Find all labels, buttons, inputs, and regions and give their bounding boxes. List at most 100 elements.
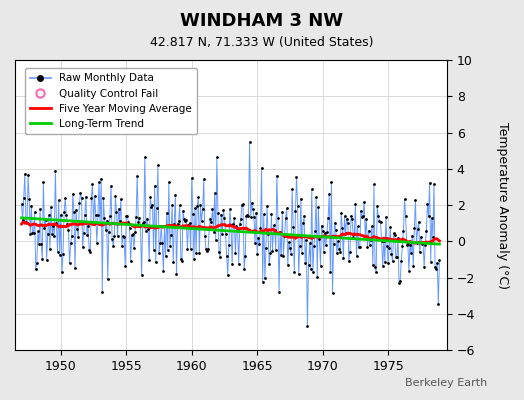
Point xyxy=(123,213,132,219)
Point xyxy=(53,248,62,255)
Point xyxy=(428,214,436,221)
Point xyxy=(379,238,388,244)
Point xyxy=(419,240,427,246)
Point xyxy=(238,201,246,208)
Point xyxy=(29,230,38,236)
Point xyxy=(237,216,245,222)
Point xyxy=(43,231,52,238)
Point xyxy=(38,256,47,262)
Y-axis label: Temperature Anomaly (°C): Temperature Anomaly (°C) xyxy=(496,122,509,289)
Point xyxy=(275,288,283,295)
Point xyxy=(39,178,48,185)
Point xyxy=(215,249,223,256)
Point xyxy=(124,219,133,225)
Point xyxy=(201,233,209,239)
Point xyxy=(130,245,138,251)
Point xyxy=(378,263,387,270)
Point xyxy=(151,258,160,265)
Point xyxy=(230,215,238,221)
Point xyxy=(431,264,439,270)
Point xyxy=(127,232,136,238)
Point xyxy=(382,213,390,220)
Point xyxy=(224,272,232,278)
Point xyxy=(388,258,397,264)
Point xyxy=(150,182,159,189)
Point xyxy=(266,250,275,256)
Point xyxy=(259,211,268,218)
Point xyxy=(252,210,260,216)
Point xyxy=(292,174,301,180)
Point xyxy=(392,254,401,260)
Point xyxy=(179,208,187,215)
Point xyxy=(204,246,212,252)
Point xyxy=(365,242,374,248)
Point xyxy=(289,224,298,230)
Point xyxy=(353,223,362,230)
Point xyxy=(141,228,150,234)
Point xyxy=(166,243,174,249)
Point xyxy=(231,250,239,256)
Point xyxy=(397,258,406,264)
Point xyxy=(229,221,237,227)
Point xyxy=(409,263,418,270)
Point xyxy=(371,264,379,271)
Point xyxy=(312,194,320,200)
Point xyxy=(376,219,385,225)
Point xyxy=(90,221,98,228)
Point xyxy=(256,225,265,231)
Point xyxy=(26,230,35,237)
Point xyxy=(206,216,214,222)
Point xyxy=(258,279,267,286)
Point xyxy=(113,233,122,239)
Point xyxy=(156,240,165,246)
Point xyxy=(288,186,297,192)
Point xyxy=(435,257,444,263)
Point xyxy=(129,231,137,237)
Point xyxy=(417,234,425,240)
Point xyxy=(120,234,128,240)
Point xyxy=(223,253,231,259)
Point xyxy=(246,214,255,220)
Point xyxy=(21,219,30,225)
Point xyxy=(114,206,123,212)
Point xyxy=(366,236,375,243)
Point xyxy=(94,212,102,218)
Legend: Raw Monthly Data, Quality Control Fail, Five Year Moving Average, Long-Term Tren: Raw Monthly Data, Quality Control Fail, … xyxy=(25,68,197,134)
Point xyxy=(96,220,104,227)
Point xyxy=(106,213,114,220)
Point xyxy=(37,240,46,247)
Point xyxy=(421,242,430,248)
Point xyxy=(357,208,365,214)
Point xyxy=(336,248,344,255)
Point xyxy=(321,230,329,236)
Point xyxy=(193,203,201,209)
Point xyxy=(30,209,39,215)
Point xyxy=(137,272,146,278)
Point xyxy=(117,196,125,202)
Point xyxy=(302,237,311,243)
Point xyxy=(203,248,211,254)
Point xyxy=(305,240,314,246)
Point xyxy=(355,244,363,250)
Point xyxy=(318,222,326,229)
Point xyxy=(391,253,400,260)
Point xyxy=(158,240,167,246)
Point xyxy=(145,257,154,264)
Point xyxy=(46,245,54,252)
Point xyxy=(196,202,205,208)
Point xyxy=(423,201,432,207)
Point xyxy=(286,244,294,251)
Point xyxy=(219,206,227,213)
Point xyxy=(32,260,41,266)
Point xyxy=(157,223,166,230)
Point xyxy=(57,212,65,218)
Point xyxy=(63,221,72,227)
Point xyxy=(232,223,241,229)
Point xyxy=(434,301,443,308)
Point xyxy=(412,240,421,246)
Point xyxy=(299,220,307,227)
Point xyxy=(377,238,386,244)
Point xyxy=(85,247,93,253)
Point xyxy=(277,251,286,258)
Point xyxy=(308,186,316,192)
